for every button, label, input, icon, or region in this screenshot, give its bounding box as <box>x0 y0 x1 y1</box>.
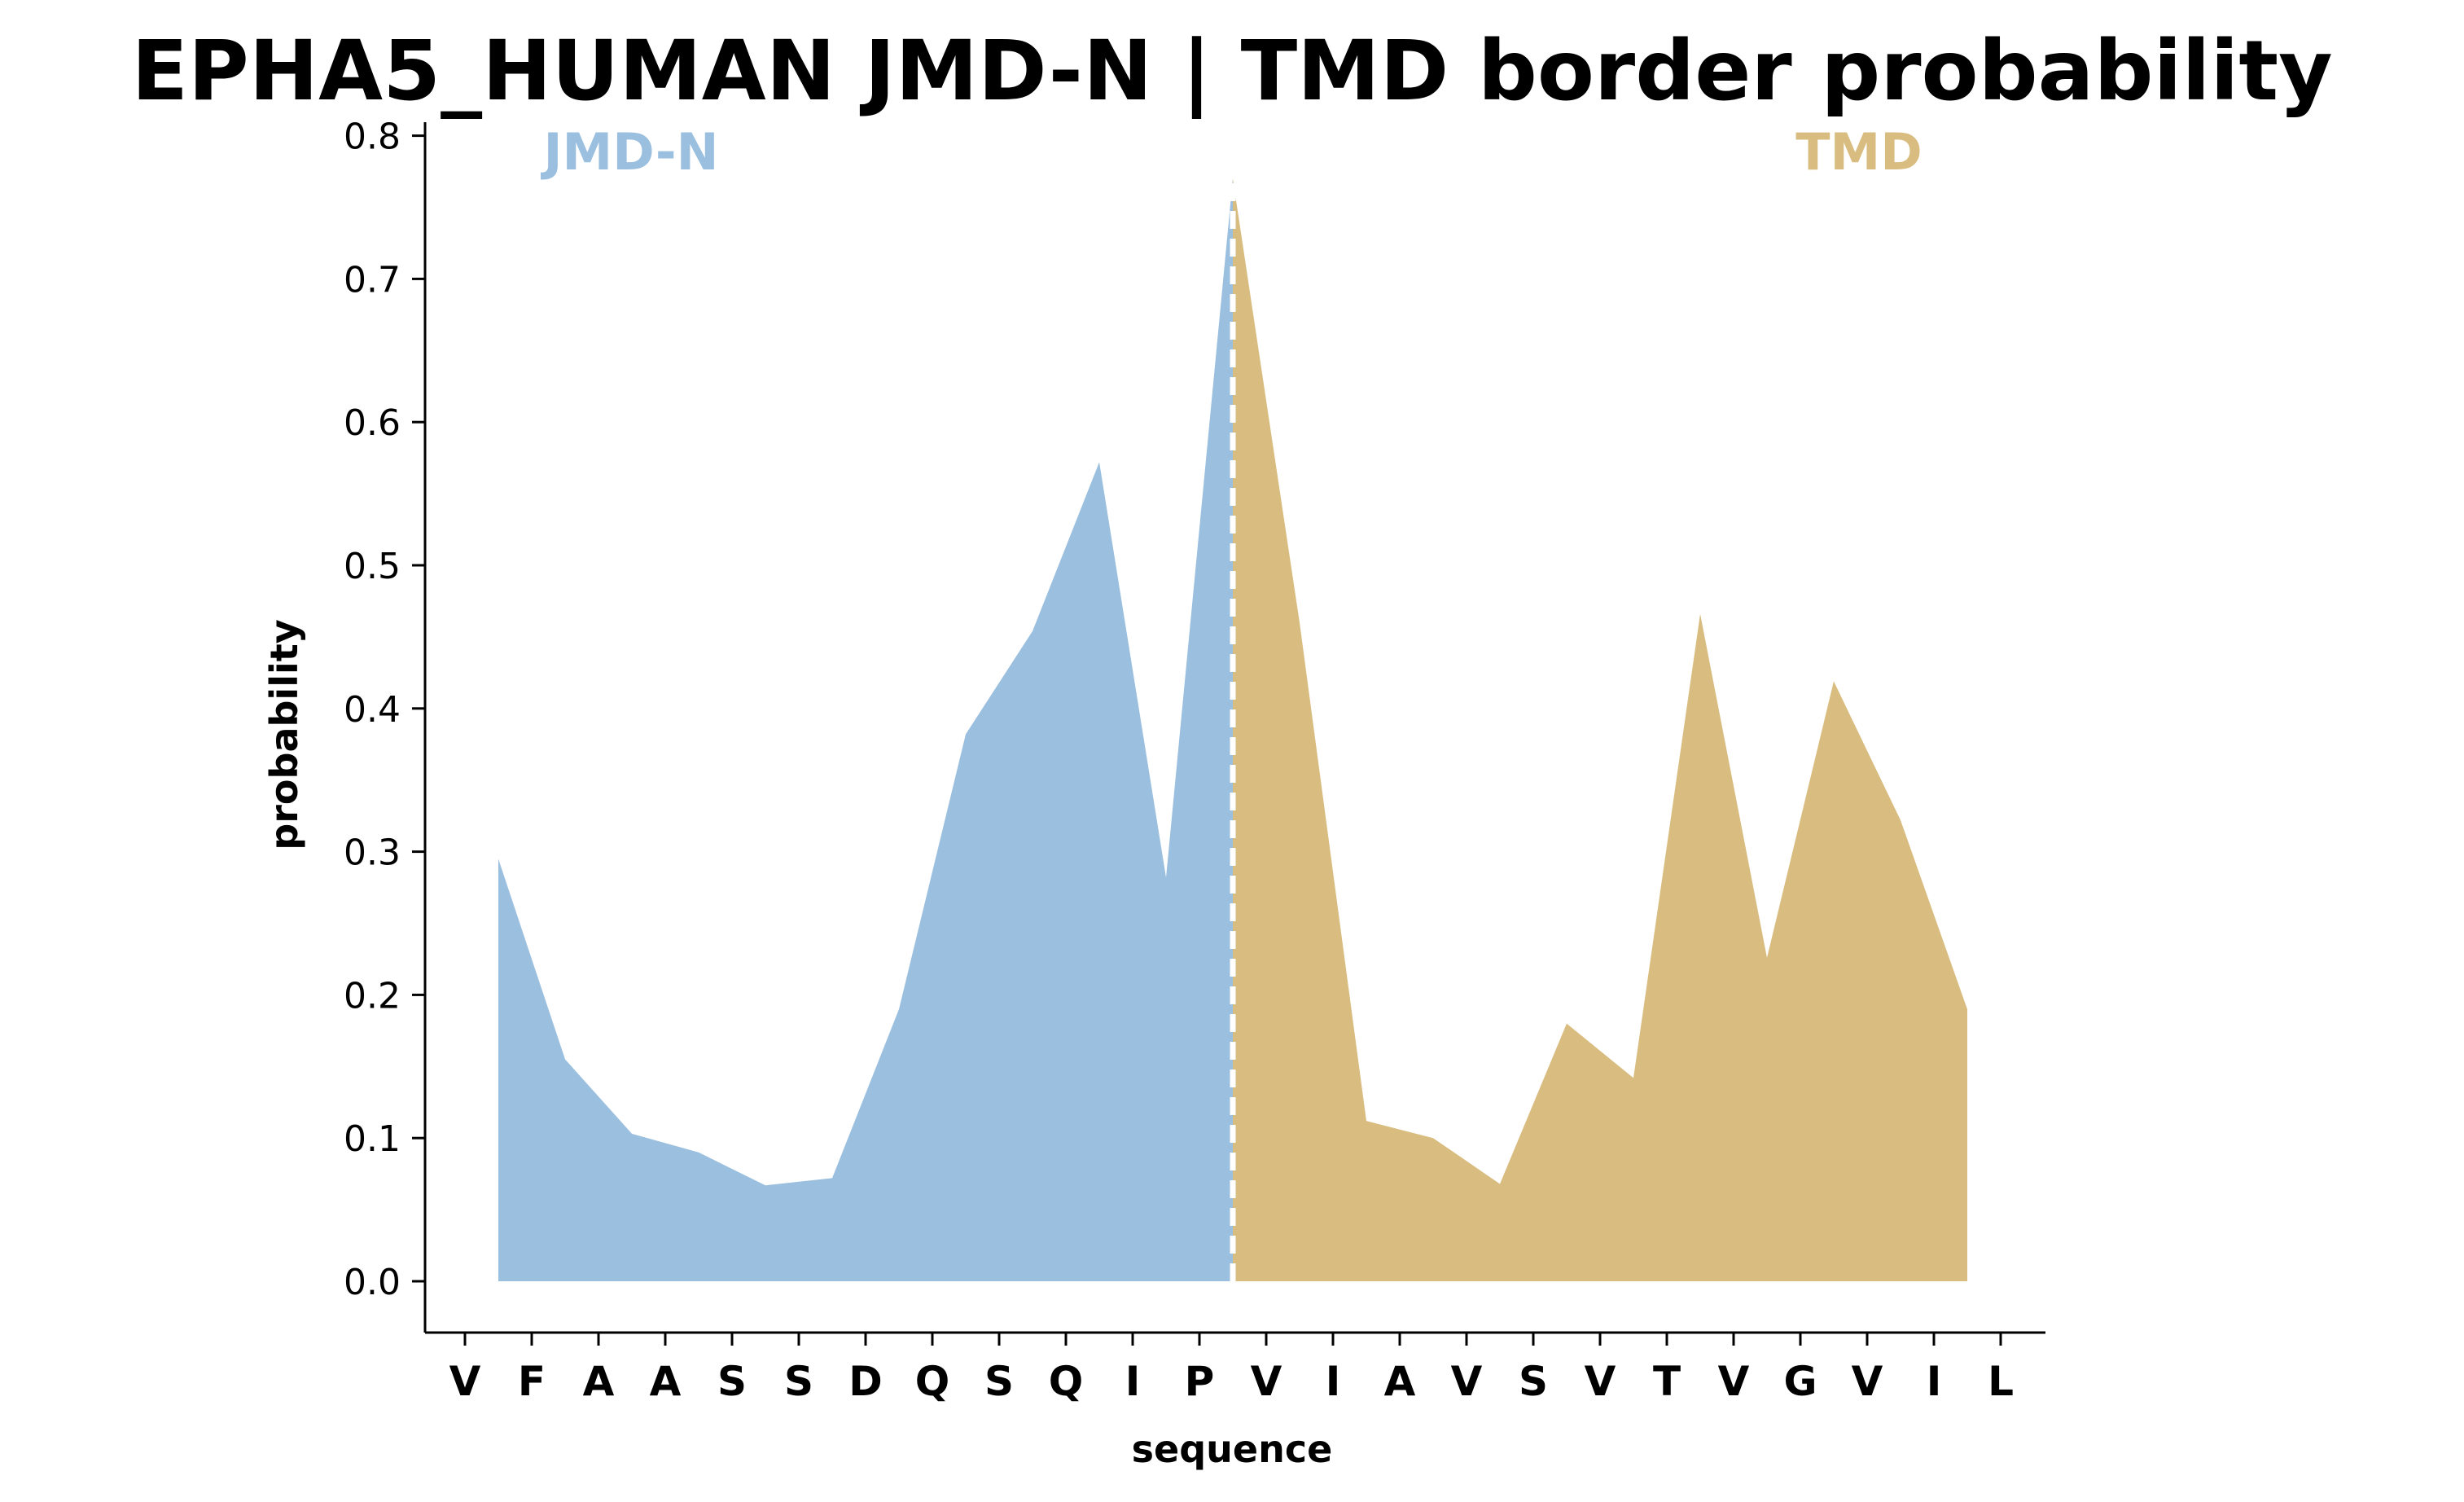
x-tick-label: V <box>1251 1358 1282 1405</box>
region-label-jmd-n: JMD-N <box>540 122 718 182</box>
chart-title: EPHA5_HUMAN JMD-N | TMD border probabili… <box>131 23 2332 120</box>
x-tick-label: A <box>583 1358 615 1405</box>
y-axis-ticks: 0.0 0.1 0.2 0.3 0.4 0.5 0.6 0.7 0.8 <box>344 116 425 1303</box>
x-tick-label: S <box>717 1358 747 1405</box>
x-tick-label: A <box>1384 1358 1416 1405</box>
y-tick-label: 0.4 <box>344 689 401 731</box>
y-axis-label: probability <box>262 619 306 850</box>
x-tick-label: S <box>1519 1358 1548 1405</box>
x-tick-label: D <box>848 1358 883 1405</box>
x-tick-label: A <box>650 1358 682 1405</box>
x-tick-label: T <box>1653 1358 1681 1405</box>
y-tick-label: 0.2 <box>344 975 401 1017</box>
x-tick-label: V <box>1852 1358 1883 1405</box>
x-tick-label: I <box>1326 1358 1341 1405</box>
area-fills <box>498 178 1967 1281</box>
area-jmd-n <box>498 178 1233 1281</box>
x-tick-label: L <box>1988 1358 2014 1405</box>
x-tick-label: V <box>449 1358 481 1405</box>
x-tick-label: I <box>1927 1358 1942 1405</box>
x-tick-label: Q <box>1049 1358 1084 1405</box>
region-label-tmd: TMD <box>1795 122 1922 182</box>
x-tick-label: S <box>984 1358 1014 1405</box>
x-tick-label: V <box>1718 1358 1750 1405</box>
y-tick-label: 0.6 <box>344 402 401 444</box>
axes <box>423 122 2045 1334</box>
x-tick-label: S <box>784 1358 813 1405</box>
y-tick-label: 0.5 <box>344 546 401 587</box>
x-tick-label: I <box>1125 1358 1141 1405</box>
x-tick-label: V <box>1451 1358 1483 1405</box>
x-tick-label: Q <box>915 1358 950 1405</box>
y-tick-label: 0.3 <box>344 832 401 874</box>
y-tick-label: 0.8 <box>344 116 401 158</box>
y-tick-label: 0.1 <box>344 1118 401 1160</box>
y-tick-label: 0.7 <box>344 259 401 301</box>
region-labels: JMD-N TMD <box>540 122 1922 182</box>
x-tick-label: V <box>1585 1358 1616 1405</box>
x-axis-label: sequence <box>1132 1427 1333 1471</box>
area-tmd <box>1233 178 1967 1281</box>
y-tick-label: 0.0 <box>344 1262 401 1303</box>
x-tick-label: F <box>518 1358 546 1405</box>
x-tick-label: P <box>1185 1358 1215 1405</box>
x-tick-label: G <box>1783 1358 1817 1405</box>
